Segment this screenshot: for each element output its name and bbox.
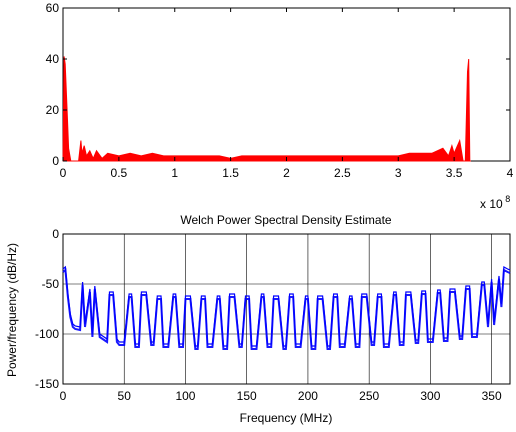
top-series-area	[62, 56, 471, 162]
bottom-x-tick-label: 300	[420, 389, 440, 403]
top-x-tick-label: 2.5	[334, 166, 351, 180]
bottom-x-axis-label: Frequency (MHz)	[240, 411, 333, 425]
top-x-tick-label: 2	[283, 166, 290, 180]
top-y-ticks: 0 20 40 60	[46, 1, 510, 168]
top-x-tick-label: 0	[60, 166, 67, 180]
bottom-y-tick-label: -100	[35, 327, 59, 341]
bottom-x-tick-label: 350	[482, 389, 502, 403]
top-y-tick-label: 0	[52, 154, 59, 168]
top-x-ticks: 0 0.5 1 1.5 2 2.5 3 3.5 4	[60, 8, 514, 180]
bottom-x-ticks: 0 50 100 150 200 250 300 350	[60, 389, 502, 403]
bottom-psd-plot: Welch Power Spectral Density Estimate 0 5…	[5, 213, 511, 425]
bottom-axes-box	[62, 233, 511, 385]
top-psd-plot: 0 0.5 1 1.5 2 2.5 3 3.5 4 0 20 40 60 x 10 8	[46, 1, 514, 211]
bottom-line-series	[62, 265, 511, 350]
bottom-x-tick-label: 0	[60, 389, 67, 403]
top-x-tick-label: 3	[395, 166, 402, 180]
top-y-tick-label: 40	[46, 52, 60, 66]
top-area-series	[62, 56, 471, 162]
bottom-y-ticks: 0 -50 -100 -150	[35, 227, 59, 391]
bottom-x-tick-label: 100	[175, 389, 195, 403]
bottom-y-tick-label: -50	[42, 277, 60, 291]
bottom-x-tick-label: 200	[298, 389, 318, 403]
top-x-tick-label: 3.5	[446, 166, 463, 180]
bottom-x-tick-label: 250	[359, 389, 379, 403]
bottom-plot-title: Welch Power Spectral Density Estimate	[180, 213, 392, 227]
top-axes-box	[62, 7, 511, 162]
top-x-tick-label: 1.5	[222, 166, 239, 180]
top-x-tick-label: 4	[507, 166, 514, 180]
bottom-grid	[62, 233, 510, 385]
top-x-tick-label: 0.5	[111, 166, 128, 180]
bottom-x-tick-label: 150	[237, 389, 257, 403]
top-y-tick-label: 60	[46, 1, 60, 15]
bottom-y-axis-label: Power/frequency (dB/Hz)	[5, 243, 19, 377]
bottom-x-tick-label: 50	[118, 389, 132, 403]
top-x-multiplier: x 10 8	[480, 194, 510, 211]
top-y-tick-label: 20	[46, 103, 60, 117]
bottom-series-noise-band	[62, 268, 511, 350]
top-x-tick-label: 1	[171, 166, 178, 180]
top-x-multiplier-base: x 10	[480, 197, 503, 211]
bottom-y-tick-label: 0	[52, 227, 59, 241]
bottom-y-tick-label: -150	[35, 377, 59, 391]
top-x-multiplier-exponent: 8	[505, 194, 510, 204]
